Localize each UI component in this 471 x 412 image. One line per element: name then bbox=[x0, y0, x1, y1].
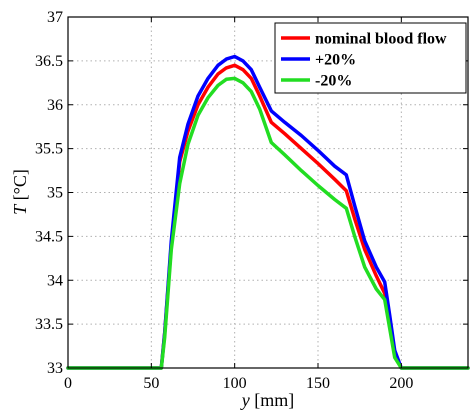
x-tick-label: 100 bbox=[223, 375, 247, 392]
y-tick-label: 34 bbox=[47, 272, 63, 289]
y-tick-label: 36.5 bbox=[35, 53, 63, 70]
y-tick-label: 36 bbox=[47, 97, 63, 114]
x-axis-variable: y bbox=[240, 390, 250, 410]
x-tick-label: 0 bbox=[64, 375, 72, 392]
legend-label: +20% bbox=[315, 52, 356, 69]
y-tick-label: 34.5 bbox=[35, 228, 63, 245]
series-line-1 bbox=[66, 63, 470, 370]
y-tick-label: 37 bbox=[47, 9, 63, 26]
y-axis-unit: [°C] bbox=[10, 169, 30, 205]
x-tick-label: 150 bbox=[306, 375, 330, 392]
legend-label: nominal blood flow bbox=[315, 31, 447, 48]
y-tick-label: 33.5 bbox=[35, 316, 63, 333]
y-tick-label: 35.5 bbox=[35, 141, 63, 158]
y-tick-labels: 33 33.5 34 34.5 35 35.5 36 36.5 37 bbox=[35, 9, 468, 377]
x-tick-label: 50 bbox=[143, 375, 159, 392]
y-tick-label: 35 bbox=[47, 185, 63, 202]
y-axis-variable: T bbox=[10, 203, 30, 215]
x-tick-label: 200 bbox=[389, 375, 413, 392]
x-axis-unit: [mm] bbox=[250, 390, 295, 410]
series-line-2 bbox=[66, 54, 470, 370]
series-lines bbox=[66, 54, 470, 370]
x-tick-labels: 0 50 100 150 200 bbox=[64, 17, 413, 392]
series-line-3 bbox=[66, 76, 470, 370]
legend: nominal blood flow +20% -20% bbox=[274, 22, 467, 94]
x-axis-label: y [mm] bbox=[240, 390, 295, 410]
y-axis-label: T [°C] bbox=[10, 169, 30, 215]
legend-label: -20% bbox=[315, 73, 352, 90]
y-tick-label: 33 bbox=[47, 360, 63, 377]
